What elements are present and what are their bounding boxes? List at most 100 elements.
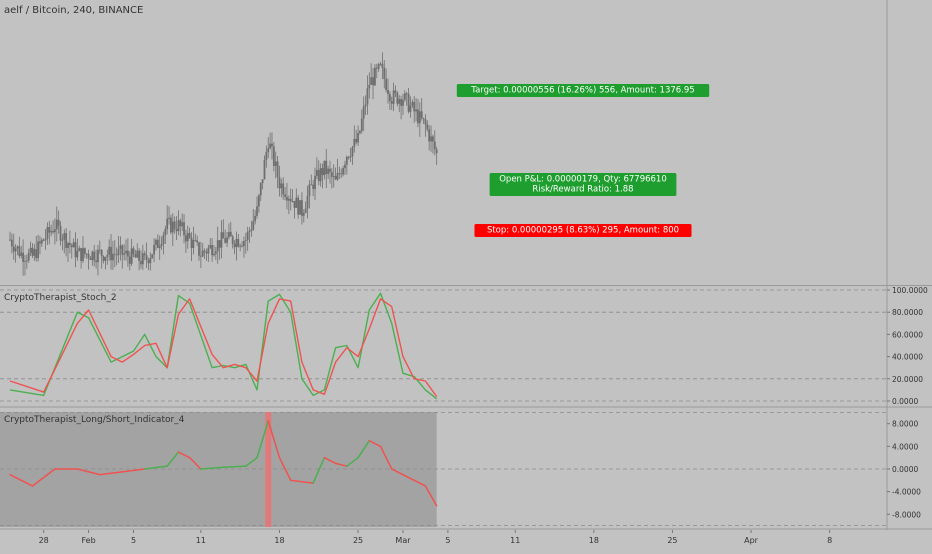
candle-body (12, 246, 15, 252)
candle-body (349, 156, 352, 158)
candle-body (407, 94, 410, 112)
candle-body (362, 106, 365, 119)
longshort-tick-label: 8.0000 (892, 420, 918, 429)
candle-body (377, 64, 380, 69)
candle-body (265, 151, 268, 160)
candle-body (40, 239, 43, 244)
stoch-tick-label: 0.0000 (892, 397, 918, 406)
longshort-segment (143, 465, 168, 470)
candle-body (83, 248, 86, 254)
candle-body (156, 239, 159, 248)
candle-body (175, 229, 178, 232)
candle-body (207, 247, 210, 254)
candle-body (33, 249, 36, 256)
candle-body (16, 246, 19, 249)
symbol-title[interactable]: aelf / Bitcoin, 240, BINANCE (4, 5, 143, 16)
candle-body (57, 219, 60, 226)
candle-body (254, 215, 257, 222)
candle-body (170, 217, 172, 233)
longshort-segment (177, 451, 191, 459)
candle-body (20, 252, 23, 256)
candle-body (149, 258, 152, 264)
candle-body (25, 260, 28, 262)
candle-body (289, 198, 292, 202)
candle-body (332, 176, 335, 177)
candle-body (400, 99, 403, 106)
price-axis[interactable]: 0.000028000.000030000.000032000.00003800… (886, 0, 932, 530)
candle-body (334, 176, 337, 180)
candle-body (267, 148, 270, 152)
candle-body (216, 240, 219, 252)
candle-body (162, 235, 165, 245)
candle-body (199, 255, 202, 257)
candle-body (315, 169, 318, 176)
stoch-pane[interactable]: 100.0000 80.0000 60.0000 40.0000 20.0000 0.00… (0, 286, 932, 408)
target-label-box (456, 84, 710, 97)
candle-body (24, 261, 26, 262)
candle-body (112, 253, 114, 261)
longshort-segment (413, 479, 427, 487)
candle-body (10, 239, 13, 247)
time-tick-label: 8 (827, 536, 832, 545)
candle-body (31, 247, 34, 256)
candle-body (360, 118, 363, 131)
stoch-indicator-title[interactable]: CryptoTherapist_Stoch_2 (4, 293, 117, 303)
longshort-indicator-title[interactable]: CryptoTherapist_Long/Short_Indicator_4 (4, 415, 185, 425)
candle-body (158, 245, 161, 248)
candle-body (123, 253, 126, 255)
candle-body (65, 233, 68, 248)
candle-body (319, 168, 322, 182)
candle-body (286, 196, 288, 201)
stoch-grid (0, 289, 932, 408)
longshort-segment (200, 466, 225, 470)
longshort-segment (390, 468, 404, 476)
longshort-segment (76, 468, 101, 476)
candle-body (321, 168, 324, 176)
longshort-segment (166, 451, 180, 467)
candle-body (104, 257, 107, 261)
time-axis[interactable]: 28 Feb 5 11 18 25 Mar 5 11 18 25 Apr 8 (39, 530, 833, 545)
candle-body (125, 250, 127, 254)
candle-body (435, 149, 438, 154)
candle-body (141, 253, 144, 265)
candle-body (231, 236, 234, 244)
candle-body (274, 161, 277, 166)
candle-body (239, 245, 242, 247)
time-tick-label: Mar (395, 536, 411, 545)
candle-body (287, 198, 290, 201)
price-pane[interactable]: Target: 0.00000556 (16.26%) 556, Amount:… (0, 0, 932, 530)
time-tick-label: 18 (274, 536, 284, 545)
candle-body (91, 251, 94, 260)
candle-body (151, 254, 154, 259)
longshort-axis[interactable]: 8.0000 4.0000 0.0000 -4.0000 -8.0000 (887, 420, 921, 520)
candle-body (68, 242, 71, 246)
candle-body (383, 67, 386, 79)
candle-body (280, 183, 283, 189)
candle-body (405, 93, 408, 95)
candle-body (297, 197, 300, 215)
candle-body (330, 172, 333, 177)
candle-body (55, 219, 58, 230)
candle-body (220, 232, 223, 248)
candle-body (430, 136, 432, 142)
longshort-pane[interactable]: 8.0000 4.0000 0.0000 -4.0000 -8.0000 CryptoT… (0, 412, 932, 530)
candle-body (261, 179, 264, 184)
candle-body (211, 245, 214, 256)
candle-body (252, 221, 255, 230)
candle-body (368, 84, 371, 89)
candle-body (364, 104, 367, 107)
candle-body (388, 94, 391, 102)
candle-body (329, 168, 331, 173)
long-position-tool[interactable]: Target: 0.00000556 (16.26%) 556, Amount:… (456, 0, 710, 237)
candle-body (357, 133, 359, 143)
candle-body (98, 249, 101, 251)
candle-body (338, 173, 341, 174)
candle-body (128, 256, 131, 264)
candle-body (432, 136, 434, 142)
longshort-segment (346, 456, 359, 467)
candle-body (347, 156, 350, 158)
stoch-axis[interactable]: 100.0000 80.0000 60.0000 40.0000 20.0000 0.00… (887, 286, 928, 406)
candle-body (272, 146, 275, 166)
candle-body (282, 183, 285, 195)
